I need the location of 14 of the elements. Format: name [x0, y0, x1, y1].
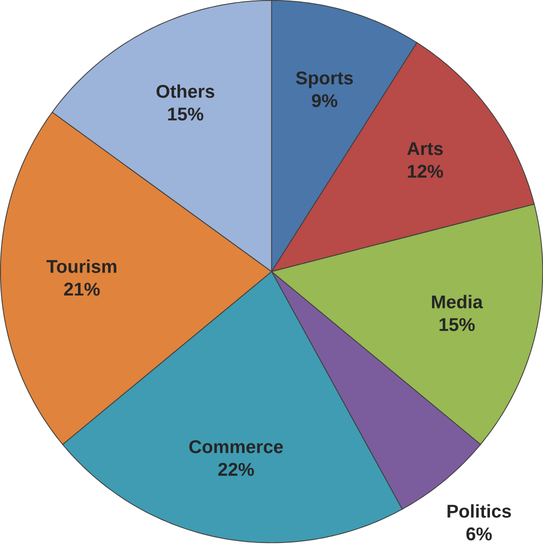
slice-label: Tourism: [46, 259, 116, 273]
slice-label: Media: [432, 294, 483, 308]
data-label: 6%: [466, 527, 492, 540]
slice-label: Commerce: [189, 440, 283, 454]
data-label: 15%: [440, 318, 475, 332]
data-label: 22%: [218, 462, 254, 476]
data-label: 21%: [64, 282, 100, 296]
data-label: 12%: [408, 164, 443, 178]
data-label: 15%: [168, 108, 204, 121]
slice-label: Arts: [407, 142, 443, 156]
data-label: 9%: [312, 94, 338, 108]
slice-label: Politics: [448, 504, 511, 518]
slice-label: Others: [156, 84, 214, 98]
slice-label: Sports: [296, 71, 353, 88]
